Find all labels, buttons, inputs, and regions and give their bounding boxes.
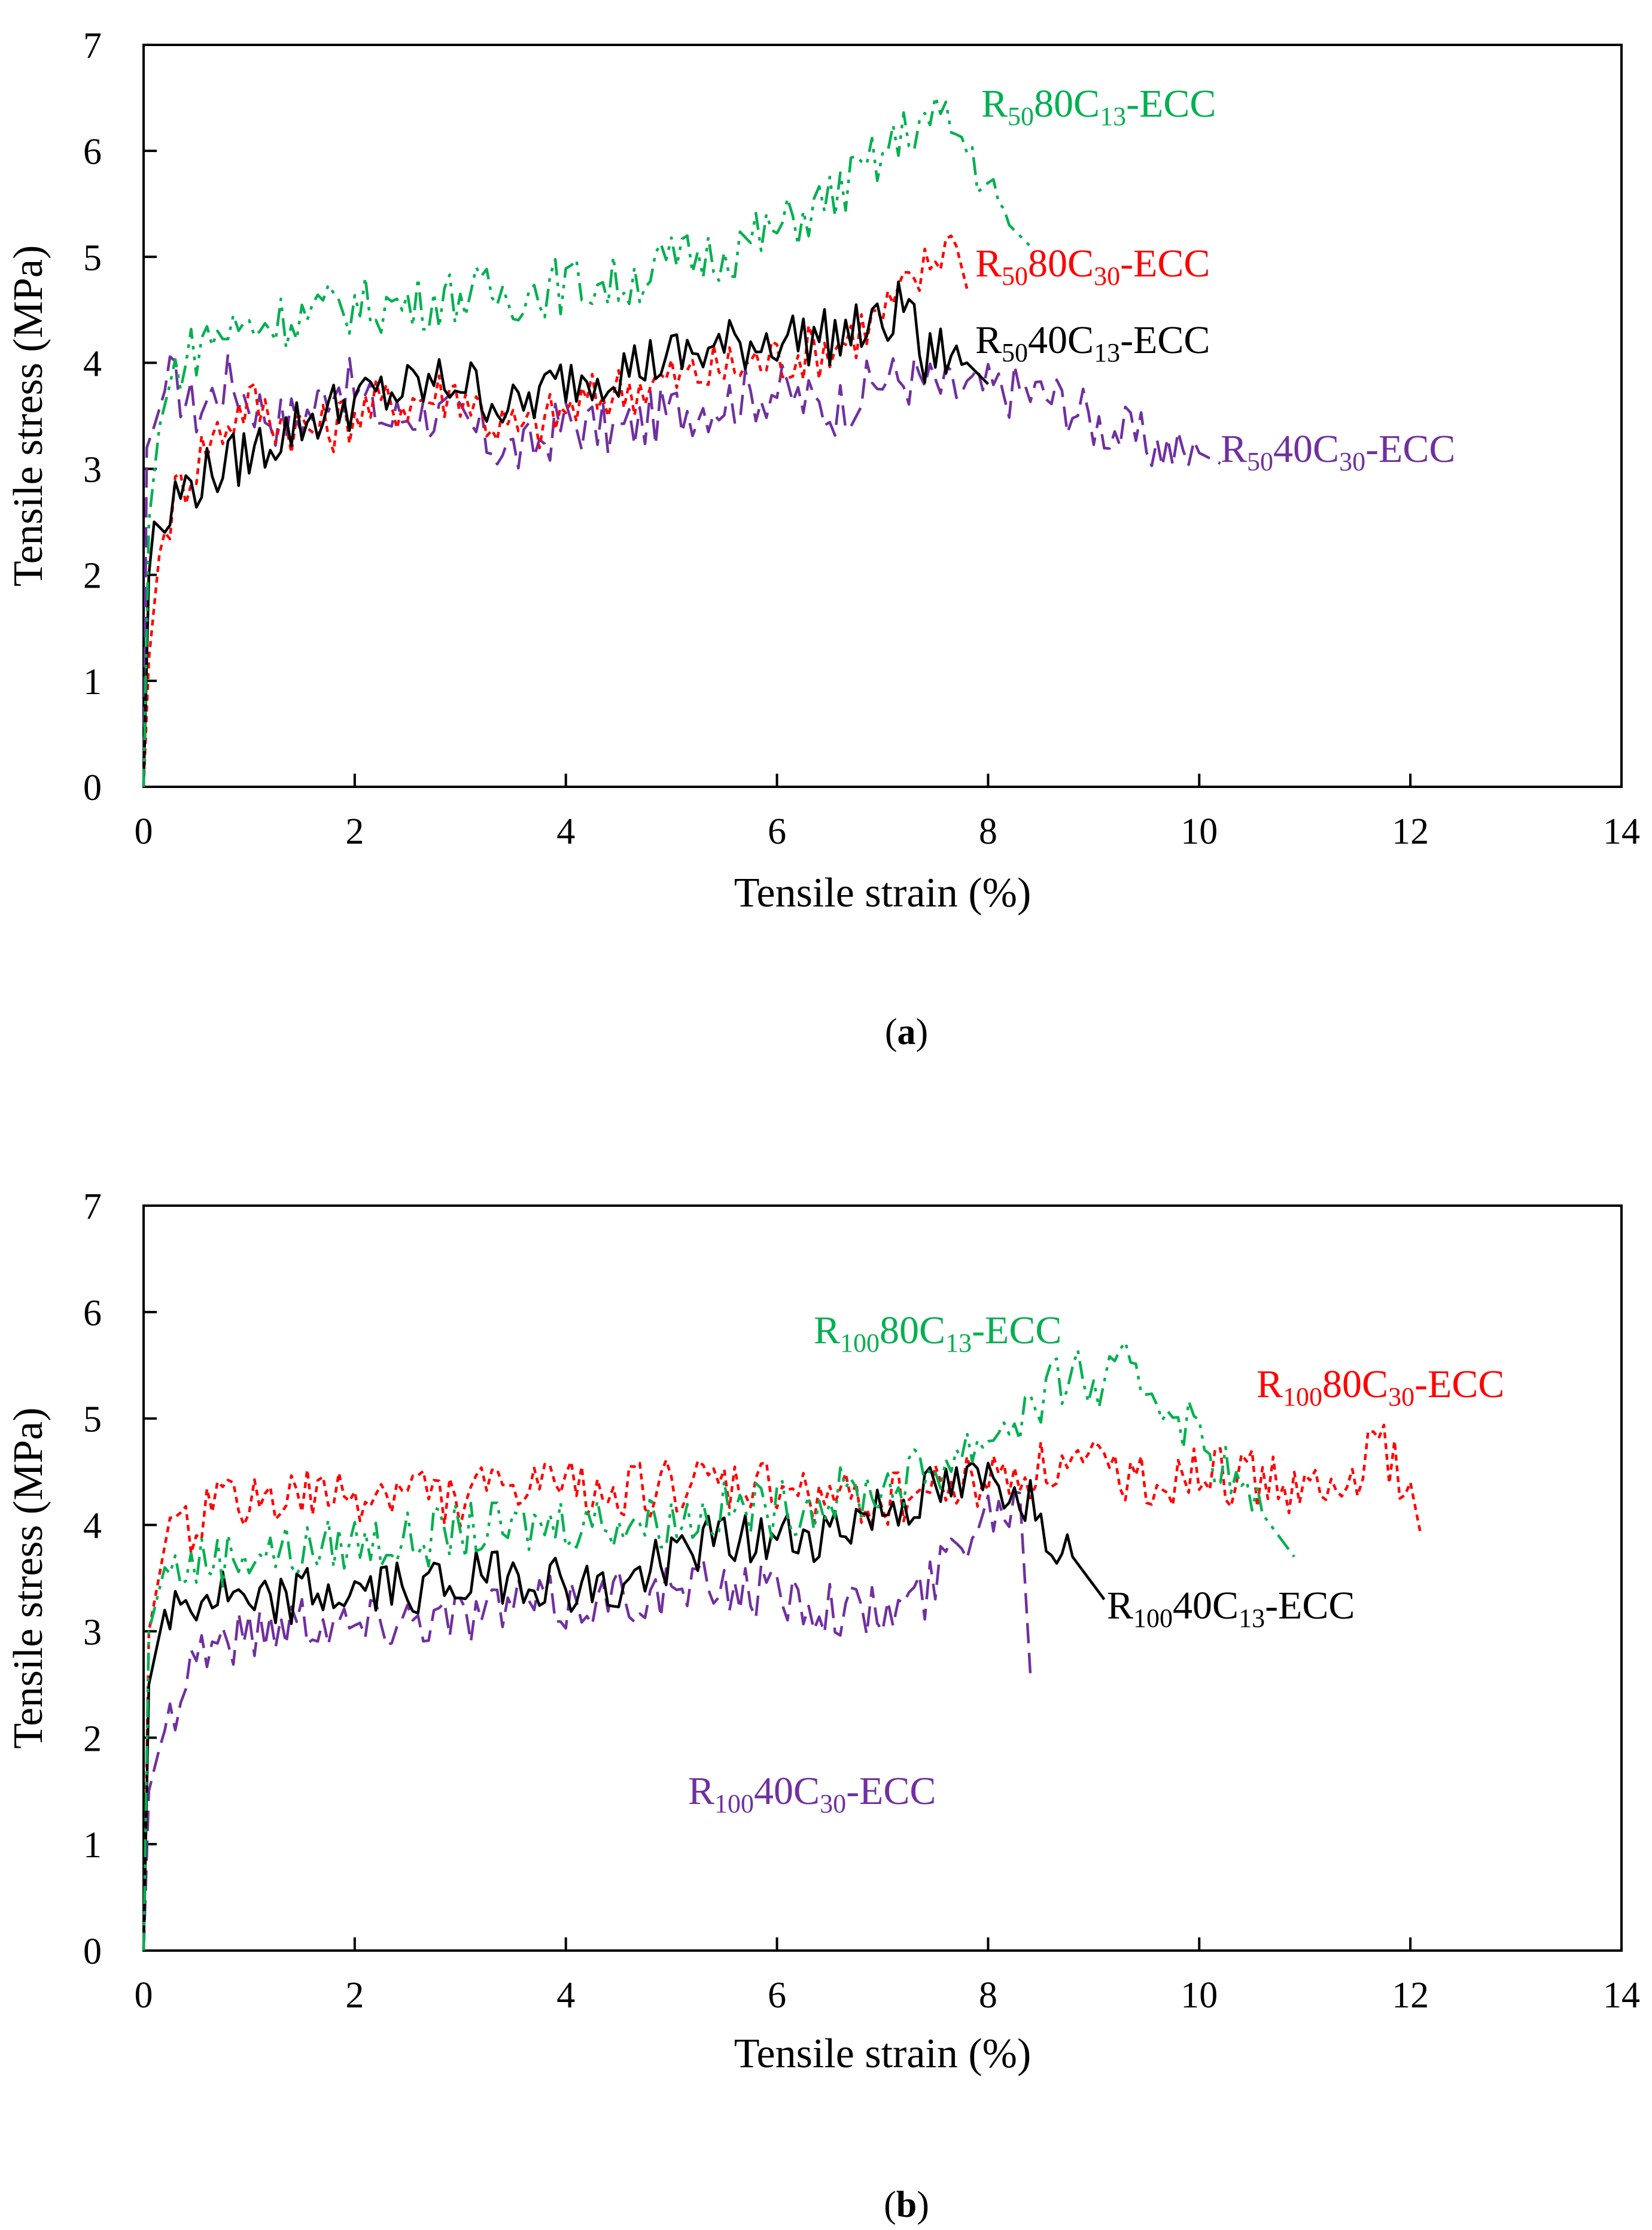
x-axis-label: Tensile strain (%) [734, 870, 1032, 916]
x-tick-label: 12 [1392, 811, 1429, 852]
x-axis-label: Tensile strain (%) [734, 2031, 1032, 2077]
y-tick-label: 0 [83, 1931, 102, 1972]
y-tick-label: 4 [83, 1506, 102, 1547]
y-tick-label: 6 [83, 1293, 102, 1334]
series-line [142, 1461, 1106, 1951]
series-line [142, 1490, 1032, 1951]
y-tick-label: 7 [83, 26, 102, 66]
x-tick-label: 2 [345, 811, 364, 852]
x-tick-label: 10 [1181, 1975, 1218, 2016]
series-line [142, 280, 989, 787]
x-tick-label: 6 [768, 1975, 786, 2016]
series-label: R5040C13-ECC [975, 318, 1210, 367]
y-tick-label: 3 [83, 1612, 102, 1653]
x-tick-label: 0 [135, 811, 153, 852]
y-tick-label: 5 [83, 238, 102, 278]
series-line [142, 95, 1032, 787]
x-tick-label: 2 [345, 1975, 364, 2016]
y-tick-label: 4 [83, 343, 102, 384]
plot-frame [142, 44, 1623, 788]
y-tick-label: 1 [83, 1825, 102, 1866]
series-label: R10080C13-ECC [814, 1309, 1061, 1358]
series-line [142, 234, 969, 787]
series-label: R10080C30-ECC [1257, 1362, 1504, 1411]
x-tick-label: 14 [1603, 1975, 1640, 2016]
y-tick-label: 2 [83, 1718, 102, 1759]
y-tick-label: 6 [83, 132, 102, 172]
y-tick-label: 3 [83, 450, 102, 491]
y-tick-label: 7 [83, 1187, 102, 1227]
x-tick-label: 4 [556, 811, 575, 852]
y-tick-label: 2 [83, 556, 102, 597]
panel-label: (b) [884, 2185, 929, 2225]
x-tick-label: 8 [979, 811, 997, 852]
x-tick-label: 8 [979, 1975, 997, 2016]
series-label: R5080C13-ECC [981, 82, 1216, 131]
plot-frame [142, 1204, 1623, 1952]
y-axis-label: Tensile stress (MPa) [5, 1407, 51, 1749]
y-tick-label: 1 [83, 662, 102, 702]
x-tick-label: 6 [768, 811, 786, 852]
series-line [142, 1423, 1423, 1951]
x-tick-label: 4 [556, 1975, 575, 2016]
x-tick-label: 0 [135, 1975, 153, 2016]
y-axis-label: Tensile stress (MPa) [5, 245, 51, 587]
series-label: R10040C13-ECC [1107, 1584, 1355, 1633]
series-line [142, 1340, 1295, 1951]
x-tick-label: 10 [1181, 811, 1218, 852]
series-label: R5080C30-ECC [975, 242, 1210, 291]
x-tick-label: 12 [1392, 1975, 1429, 2016]
series-label: R5040C30-ECC [1221, 427, 1455, 476]
y-tick-label: 0 [83, 768, 102, 808]
series-label: R10040C30-ECC [688, 1769, 936, 1818]
panel-label: (a) [885, 1012, 928, 1052]
x-tick-label: 14 [1603, 811, 1640, 852]
y-tick-label: 5 [83, 1400, 102, 1440]
series-line [142, 352, 1221, 787]
